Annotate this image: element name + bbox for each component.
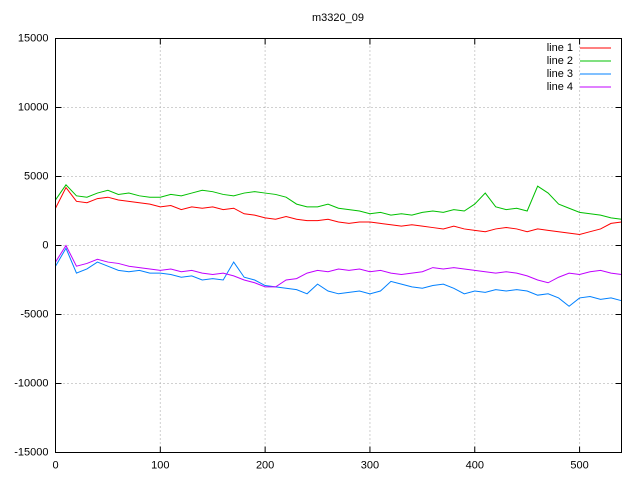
data-line (55, 183, 622, 220)
y-tick-label: 5000 (24, 170, 48, 182)
x-tick-label: 400 (466, 459, 484, 471)
x-tick-label: 500 (570, 459, 588, 471)
data-line (55, 244, 622, 288)
x-tick-label: 100 (151, 459, 169, 471)
data-line (55, 247, 622, 307)
y-tick-label: -10000 (14, 377, 48, 389)
legend-label: line 1 (547, 42, 573, 54)
data-line (55, 186, 622, 235)
chart-title: m3320_09 (312, 12, 364, 24)
legend-label: line 2 (547, 55, 573, 67)
legend-label: line 3 (547, 68, 573, 80)
y-tick-label: 10000 (18, 101, 49, 113)
x-tick-label: 0 (52, 459, 58, 471)
legend-label: line 4 (547, 81, 573, 93)
y-tick-label: -5000 (20, 308, 48, 320)
plot-frame (55, 38, 622, 453)
y-tick-label: -15000 (14, 446, 48, 458)
y-tick-label: 0 (42, 239, 48, 251)
grid: -15000 -10000 -5000 0 5000 10000 15000 0 100 200 3… (14, 32, 622, 471)
x-tick-label: 200 (256, 459, 274, 471)
x-tick-label: 300 (361, 459, 379, 471)
y-tick-label: 15000 (18, 32, 49, 44)
lines (55, 183, 622, 307)
